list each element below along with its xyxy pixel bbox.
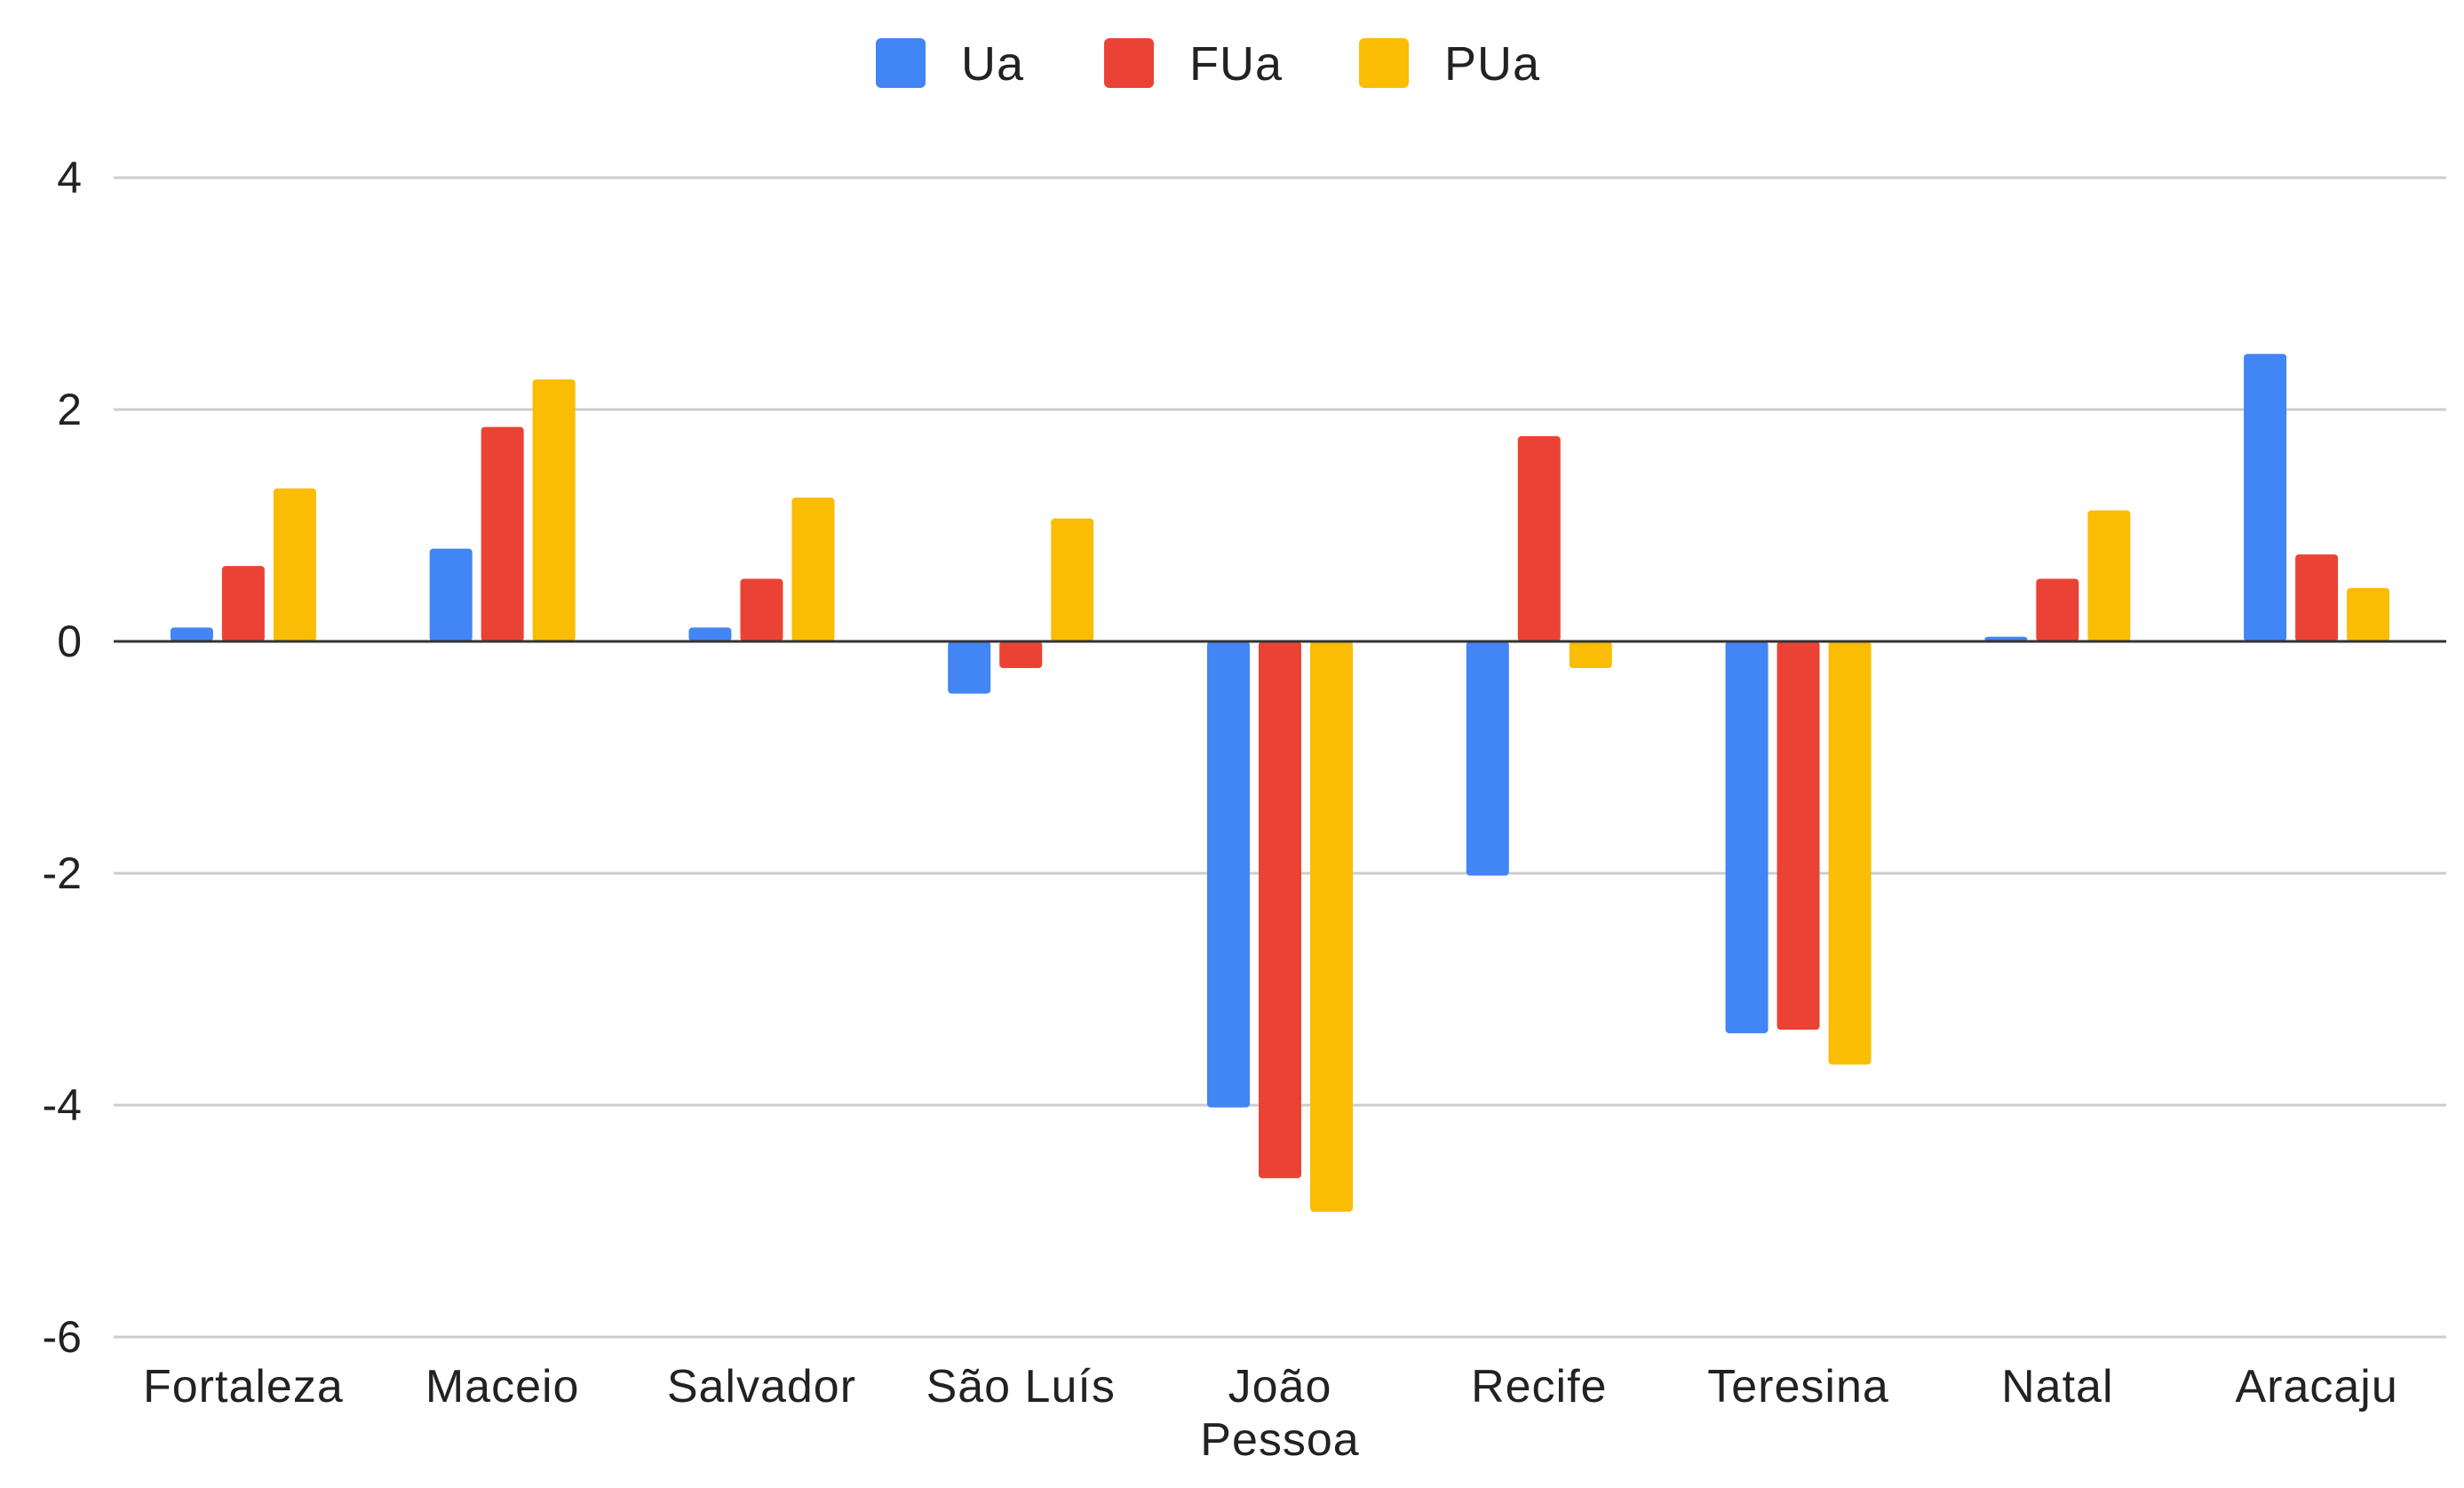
y-tick-label: -6 bbox=[43, 1312, 82, 1362]
legend-label-ua: Ua bbox=[961, 37, 1024, 91]
legend-swatch-pua bbox=[1359, 38, 1409, 88]
legend-swatch-ua bbox=[876, 38, 926, 88]
bar-pua-7 bbox=[2087, 510, 2131, 641]
bar-fua-8 bbox=[2295, 554, 2339, 641]
bar-fua-5 bbox=[1517, 436, 1561, 641]
y-tick-label: -2 bbox=[43, 848, 82, 898]
x-category-label: Natal bbox=[2001, 1361, 2113, 1412]
bar-ua-3 bbox=[948, 641, 991, 694]
bar-fua-3 bbox=[999, 641, 1043, 669]
x-category-label: Salvador bbox=[667, 1361, 856, 1412]
x-category-label: Aracaju bbox=[2235, 1361, 2397, 1412]
bar-ua-1 bbox=[429, 548, 473, 641]
x-axis-categories: Fortaleza Maceio Salvador São Luís JoãoPesso… bbox=[143, 1361, 2397, 1466]
bar-ua-2 bbox=[688, 627, 732, 641]
bar-ua-6 bbox=[1725, 641, 1769, 1034]
bar-fua-2 bbox=[740, 578, 783, 641]
y-tick-label: 0 bbox=[57, 617, 82, 666]
legend: Ua FUa PUa bbox=[876, 37, 1540, 91]
bar-ua-8 bbox=[2244, 354, 2287, 641]
x-category-label: Pessoa bbox=[1200, 1414, 1359, 1466]
bar-pua-3 bbox=[1051, 518, 1094, 641]
x-category-label: Fortaleza bbox=[143, 1361, 344, 1412]
y-tick-label: 2 bbox=[57, 385, 82, 434]
bar-ua-0 bbox=[170, 627, 213, 641]
bar-pua-8 bbox=[2347, 587, 2390, 641]
bar-pua-5 bbox=[1569, 641, 1612, 669]
x-category-label: Recife bbox=[1471, 1361, 1607, 1412]
legend-label-pua: PUa bbox=[1444, 37, 1540, 91]
x-category-label: Teresina bbox=[1707, 1361, 1889, 1412]
bars bbox=[170, 354, 2390, 1213]
bar-ua-5 bbox=[1466, 641, 1509, 876]
bar-fua-7 bbox=[2036, 578, 2079, 641]
bar-fua-4 bbox=[1259, 641, 1301, 1179]
legend-swatch-fua bbox=[1104, 38, 1154, 88]
bar-pua-4 bbox=[1310, 641, 1353, 1213]
x-category-label: Maceio bbox=[425, 1361, 580, 1412]
legend-label-fua: FUa bbox=[1189, 37, 1283, 91]
y-tick-label: -4 bbox=[43, 1080, 82, 1130]
bar-fua-0 bbox=[221, 566, 265, 641]
x-category-label: João bbox=[1228, 1361, 1332, 1412]
bar-pua-2 bbox=[791, 497, 835, 641]
bar-pua-6 bbox=[1828, 641, 1872, 1065]
bar-fua-6 bbox=[1776, 641, 1820, 1030]
bar-fua-1 bbox=[481, 426, 524, 641]
y-axis-ticks: 4 2 0 -2 -4 -6 bbox=[43, 153, 82, 1362]
bar-pua-0 bbox=[273, 488, 316, 641]
x-category-label: São Luís bbox=[926, 1361, 1116, 1412]
bar-pua-1 bbox=[532, 379, 576, 641]
bar-ua-4 bbox=[1207, 641, 1250, 1108]
y-tick-label: 4 bbox=[57, 153, 82, 203]
